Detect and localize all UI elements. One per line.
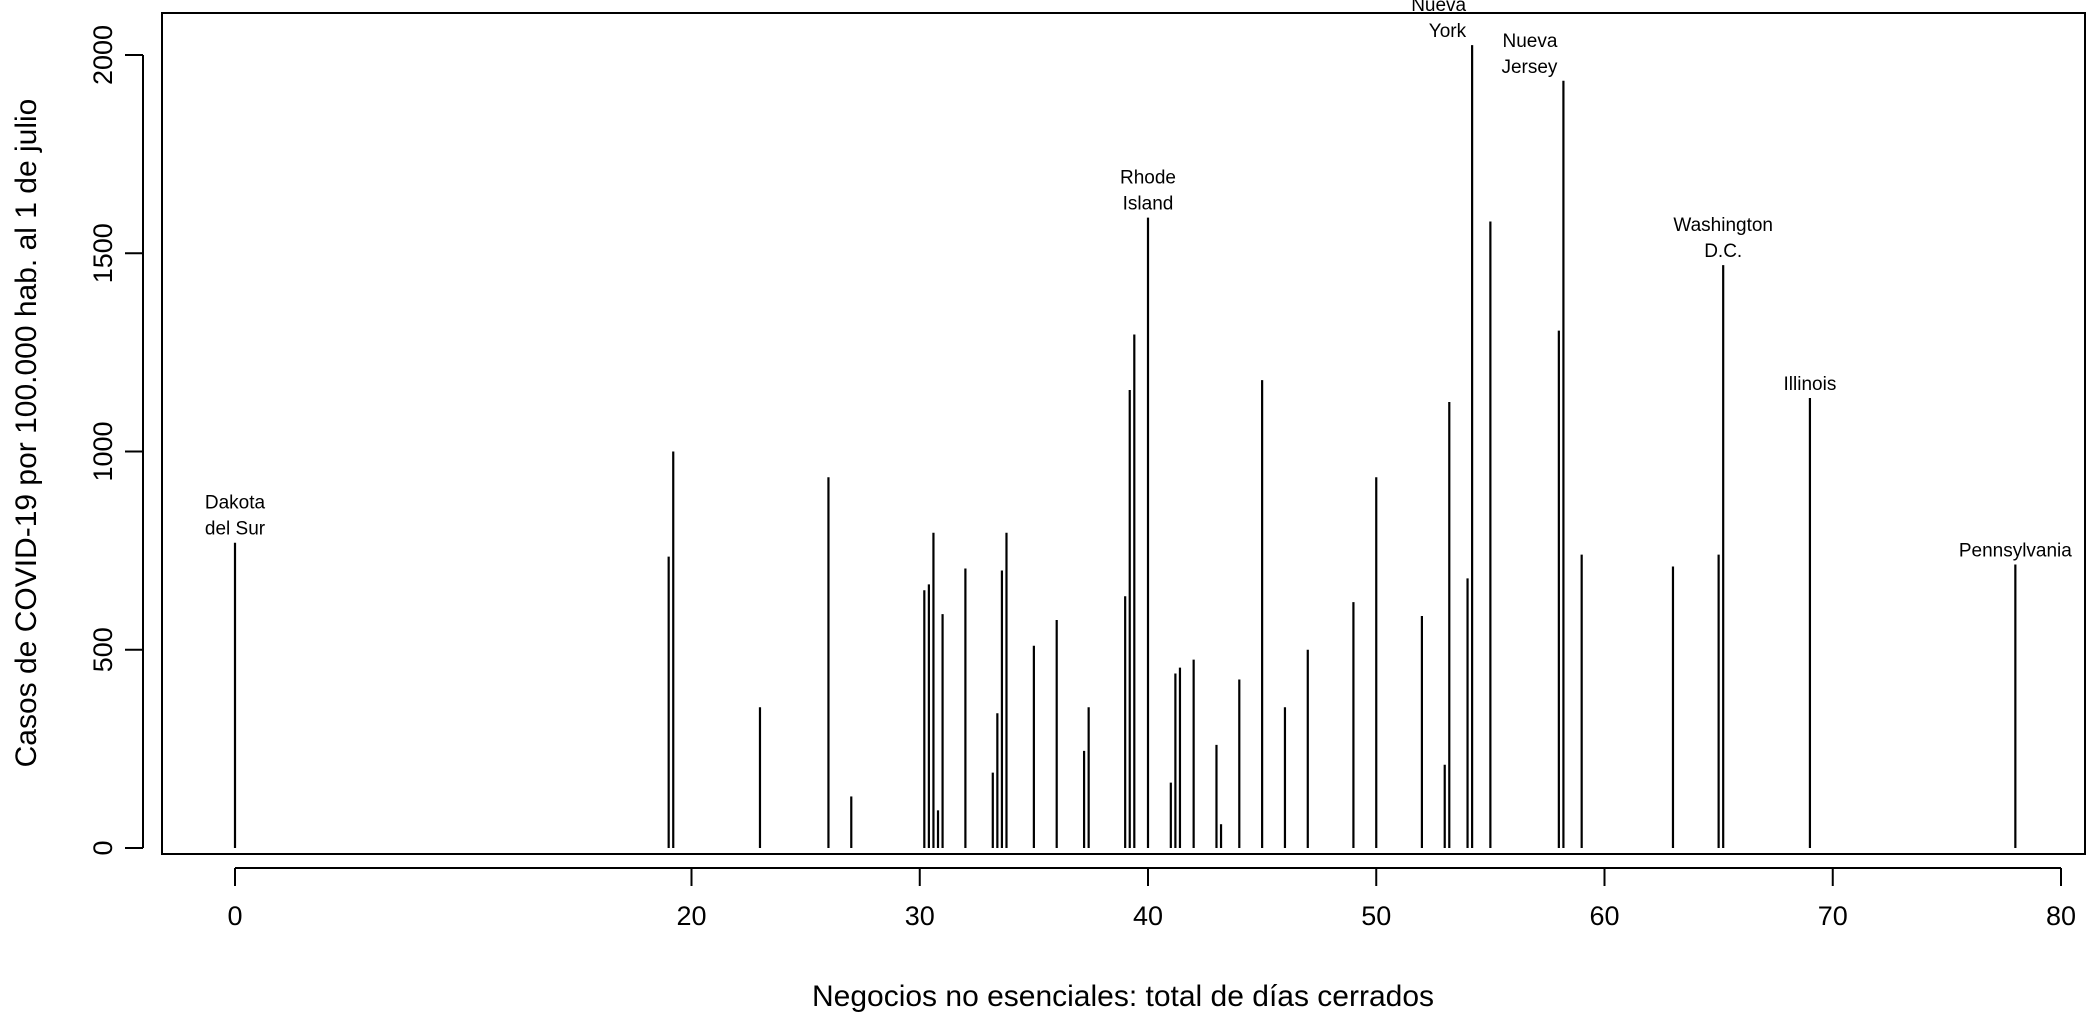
point-annotation: Island xyxy=(1123,194,1174,215)
point-annotation: Dakota xyxy=(205,493,266,514)
point-annotation: Nueva xyxy=(1411,0,1466,16)
y-tick-label: 2000 xyxy=(88,25,118,85)
y-tick-label: 500 xyxy=(88,627,118,672)
y-axis-label: Casos de COVID-19 por 100.000 hab. al 1 … xyxy=(10,99,43,768)
point-annotation: D.C. xyxy=(1704,241,1742,262)
y-axis: 0 500 1000 1500 2000 xyxy=(88,25,144,856)
x-tick-label: 30 xyxy=(905,901,935,931)
y-tick-label: 1500 xyxy=(88,223,118,283)
annotations-group: Dakota del Sur Rhode Island Nueva York Nueva Je… xyxy=(205,0,2072,562)
x-axis: 0 20 30 40 50 60 70 80 xyxy=(227,867,2076,931)
y-tick-label: 0 xyxy=(88,840,118,855)
x-tick-label: 70 xyxy=(1818,901,1848,931)
point-annotation: Pennsylvania xyxy=(1959,541,2072,562)
point-annotation: Illinois xyxy=(1784,374,1837,395)
point-annotation: Nueva xyxy=(1502,31,1557,52)
y-tick-label: 1000 xyxy=(88,421,118,481)
x-axis-label: Negocios no esenciales: total de días ce… xyxy=(812,980,1434,1013)
plot-frame xyxy=(161,12,2086,855)
bars-group xyxy=(233,45,2017,848)
point-annotation: Rhode xyxy=(1120,168,1176,189)
x-tick-label: 80 xyxy=(2046,901,2076,931)
point-annotation: York xyxy=(1429,21,1467,42)
x-tick-label: 0 xyxy=(227,901,242,931)
point-annotation: Washington xyxy=(1673,215,1773,236)
x-tick-label: 40 xyxy=(1133,901,1163,931)
x-tick-label: 20 xyxy=(676,901,706,931)
point-annotation: del Sur xyxy=(205,519,266,540)
point-annotation: Jersey xyxy=(1501,57,1557,78)
x-tick-label: 60 xyxy=(1589,901,1619,931)
x-tick-label: 50 xyxy=(1361,901,1391,931)
